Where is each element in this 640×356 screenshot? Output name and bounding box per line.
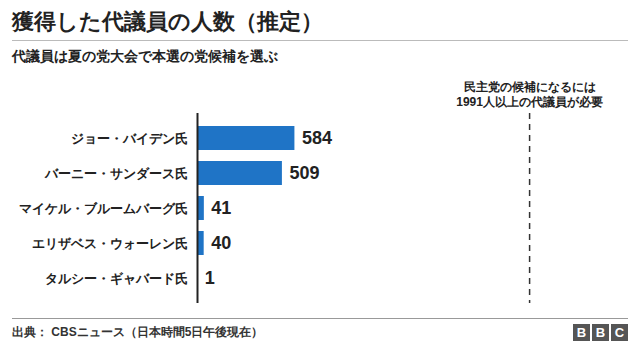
html-text:代議員は夏の党大会で本選の党候補を選ぶ: 代議員は夏の党大会で本選の党候補を選ぶ xyxy=(12,48,278,64)
svg-text:509: 509 xyxy=(289,163,319,183)
html-text:獲得した代議員の人数（推定）: 獲得した代議員の人数（推定） xyxy=(12,9,323,34)
svg-text:40: 40 xyxy=(211,233,231,253)
html-text:B: B xyxy=(576,325,587,340)
svg-text:マイケル・ブルームバーグ氏: マイケル・ブルームバーグ氏 xyxy=(19,201,188,216)
svg-text:41: 41 xyxy=(211,198,231,218)
html-text:出典： CBSニュース（日本時間5日午後現在）: 出典： CBSニュース（日本時間5日午後現在） xyxy=(12,325,264,339)
svg-text:エリザベス・ウォーレン氏: エリザベス・ウォーレン氏 xyxy=(32,236,188,251)
svg-text:ジョー・バイデン氏: ジョー・バイデン氏 xyxy=(71,131,188,146)
svg-text:584: 584 xyxy=(302,128,332,148)
svg-text:バーニー・サンダース氏: バーニー・サンダース氏 xyxy=(44,166,188,181)
svg-text:タルシー・ギャバード氏: タルシー・ギャバード氏 xyxy=(45,271,188,286)
html-text:C: C xyxy=(614,325,625,340)
svg-text:民主党の候補になるには1991人以上の代議員が必要: 民主党の候補になるには1991人以上の代議員が必要 xyxy=(456,80,603,109)
html-text:B: B xyxy=(595,325,606,340)
svg-text:1: 1 xyxy=(205,268,215,288)
